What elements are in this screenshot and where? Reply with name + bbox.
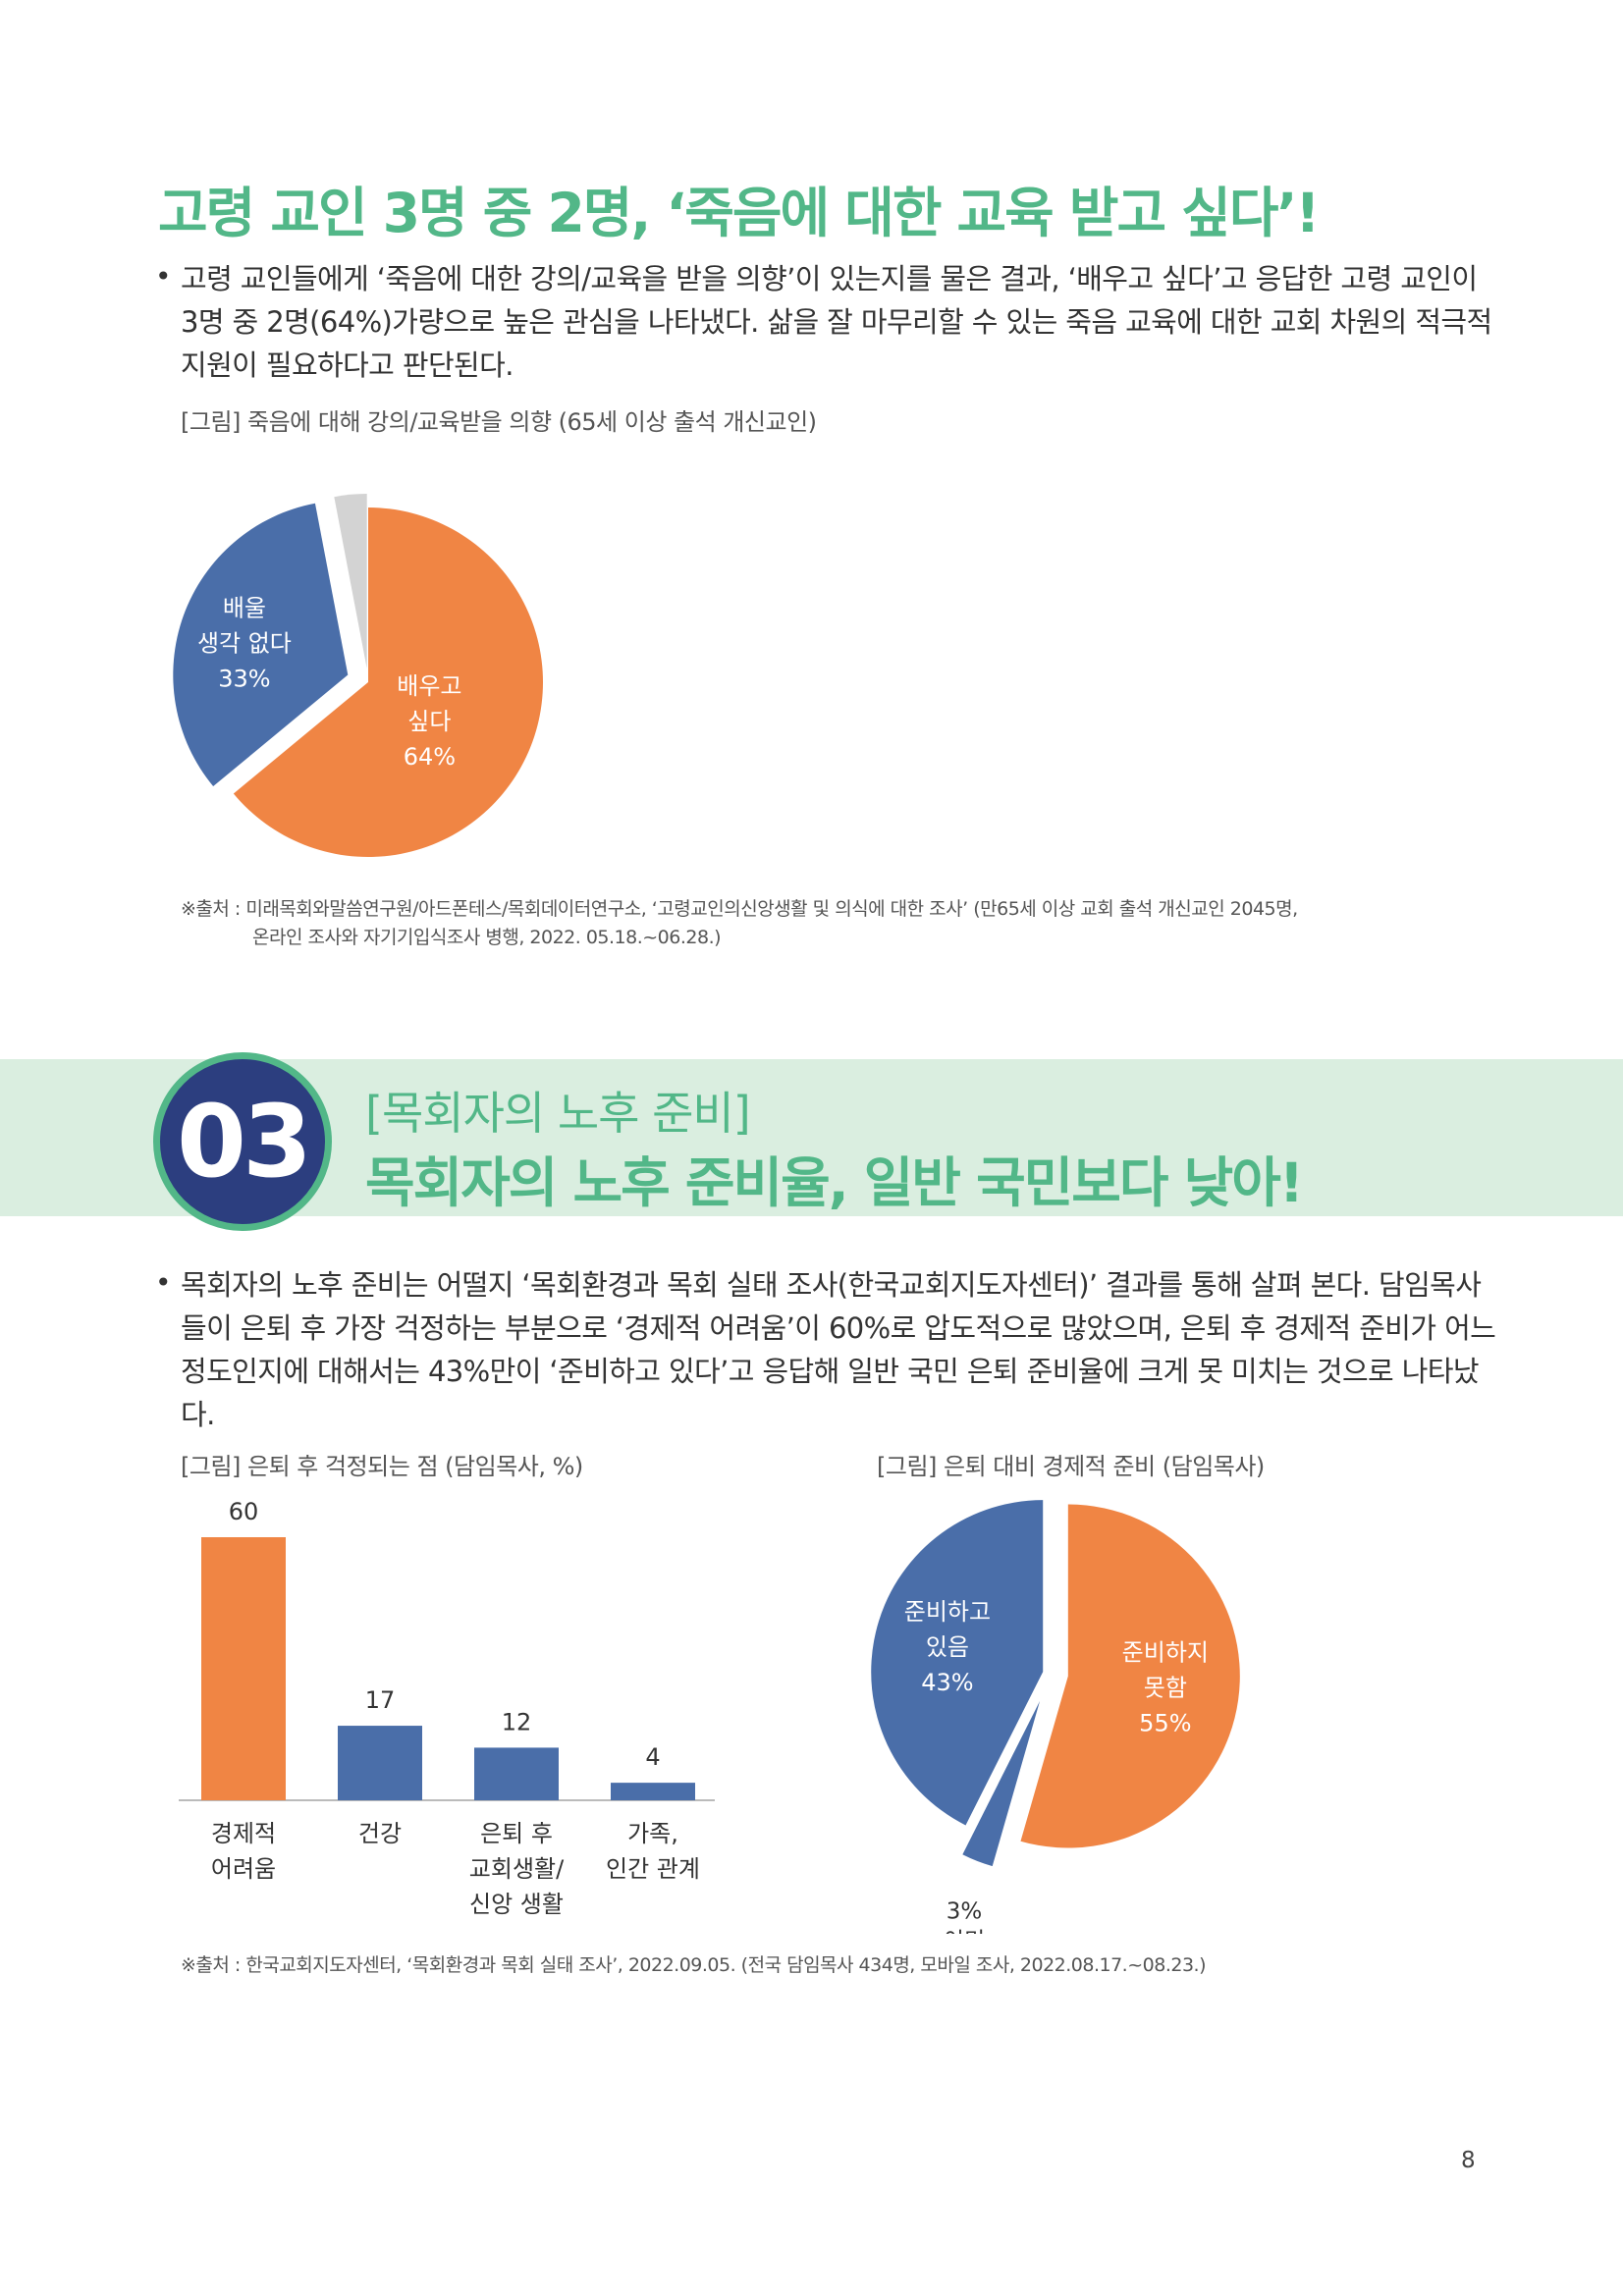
bar-value-label: 17 [365,1686,396,1714]
pie-slice-group [962,1700,1041,1867]
pie-slice-label-line: 생각 없다 [197,630,292,658]
pie-slice-group [871,1500,1044,1826]
pie-slice-group [173,503,349,787]
bar-chart-caption: [그림] 은퇴 후 걱정되는 점 (담임목사, %) [181,1453,583,1480]
bar-category-label-line: 경제적 [211,1820,276,1847]
section1-source-line: ※출처 : 미래목회와말씀연구원/아드폰테스/목회데이터연구소, ‘고령교인의신… [181,898,1298,920]
bar-value-label: 4 [645,1743,660,1771]
pie-slice-label-line: 못함 [1144,1674,1187,1701]
pie-slice-label-line: 55% [1139,1709,1191,1736]
bar-category-label-line: 가족, [627,1820,678,1847]
section3-source: ※출처 : 한국교회지도자센터, ‘목회환경과 목회 실태 조사’, 2022.… [181,1954,1207,1976]
bar-category-label-line: 인간 관계 [606,1855,700,1883]
bar-category-label-line: 어려움 [211,1855,276,1883]
bar [338,1726,422,1800]
pie-slice-label-line: 준비하지 [1122,1638,1209,1666]
bar-category-label: 건강 [358,1820,402,1847]
pie-slice-label-line: 3% [298,442,336,446]
bar-category-label-line: 신앙 생활 [469,1891,564,1918]
section3-bullet: • [155,1266,172,1299]
section3-paragraph-line: 정도인지에 대해서는 43%만이 ‘준비하고 있다’고 응답해 일반 국민 은퇴… [181,1355,1480,1388]
pie-slice-label-line: 43% [921,1669,973,1696]
pie-slice [871,1500,1044,1826]
bar-category-label-line: 건강 [358,1820,402,1847]
section3-title: 목회자의 노후 준비율, 일반 국민보다 낮아! [365,1151,1304,1214]
bar-value-label: 12 [502,1708,532,1735]
section3-subtitle: [목회자의 노후 준비] [365,1087,751,1140]
bar [474,1747,559,1800]
pie-slice-group [233,507,543,857]
section1-paragraph-line: 고령 교인들에게 ‘죽음에 대한 강의/교육을 받을 의향’이 있는지를 물은 … [181,262,1478,295]
pie-slice-label-line: 싶다 [407,708,451,735]
pie-slice-label-line: 배우고 [397,672,461,700]
pie-slice-label-line: 준비하고 [904,1598,991,1626]
pie-slice-label-line: 이미 [944,1929,985,1934]
section1-source: ※출처 : 미래목회와말씀연구원/아드폰테스/목회데이터연구소, ‘고령교인의신… [181,895,1298,952]
section3-paragraph-line: 들이 은퇴 후 가장 걱정하는 부분으로 ‘경제적 어려움’이 60%로 압도적… [181,1311,1496,1345]
section1-bullet: • [155,260,172,293]
section3-paragraph-line: 다. [181,1398,215,1431]
pie2-caption: [그림] 은퇴 대비 경제적 준비 (담임목사) [877,1453,1265,1480]
pie-slice-label-line: 배울 [223,595,266,622]
pie-slice-label: 무응답3% [285,442,350,446]
pie-slice [1020,1504,1240,1848]
pie-slice-group [1020,1504,1240,1848]
section1-paragraph-line: 지원이 필요하다고 판단된다. [181,348,514,382]
pie1-caption: [그림] 죽음에 대해 강의/교육받을 의향 (65세 이상 출석 개신교인) [181,408,817,436]
pie-slice-label-line: 33% [218,666,270,693]
bar-category-label: 가족, 인간 관계 [606,1820,700,1883]
pie-slice-label: 3%이미준비되어 있음 [898,1899,1030,1934]
bar [611,1783,695,1800]
pie-slice-label-line: 있음 [926,1633,969,1661]
section-number-badge: 03 [153,1052,332,1231]
pie-slice [233,507,543,857]
pie-slice [173,503,349,787]
section1-paragraph: 고령 교인들에게 ‘죽음에 대한 강의/교육을 받을 의향’이 있는지를 물은 … [181,257,1496,387]
bar-category-label-line: 은퇴 후 [480,1820,553,1847]
bar-value-label: 60 [229,1498,259,1525]
pie-slice-label-line: 3% [947,1899,983,1925]
pie-slice-label-line: 64% [404,743,456,771]
page-number: 8 [1461,2148,1476,2173]
section1-heading: 고령 교인 3명 중 2명, ‘죽음에 대한 교육 받고 싶다’! [158,182,1320,244]
pie-slice [334,494,367,669]
pie-slice [962,1700,1041,1867]
bar-category-label-line: 교회생활/ [469,1855,565,1883]
section1-source-line: 온라인 조사와 자기기입식조사 병행, 2022. 05.18.~06.28.) [252,927,722,948]
section3-paragraph-line: 목회자의 노후 준비는 어떨지 ‘목회환경과 목회 실태 조사(한국교회지도자센… [181,1268,1482,1302]
section3-paragraph: 목회자의 노후 준비는 어떨지 ‘목회환경과 목회 실태 조사(한국교회지도자센… [181,1263,1496,1436]
pie-slice-group [334,494,367,669]
section1-paragraph-line: 3명 중 2명(64%)가량으로 높은 관심을 나타냈다. 삶을 잘 마무리할 … [181,305,1492,339]
bar [201,1537,286,1800]
